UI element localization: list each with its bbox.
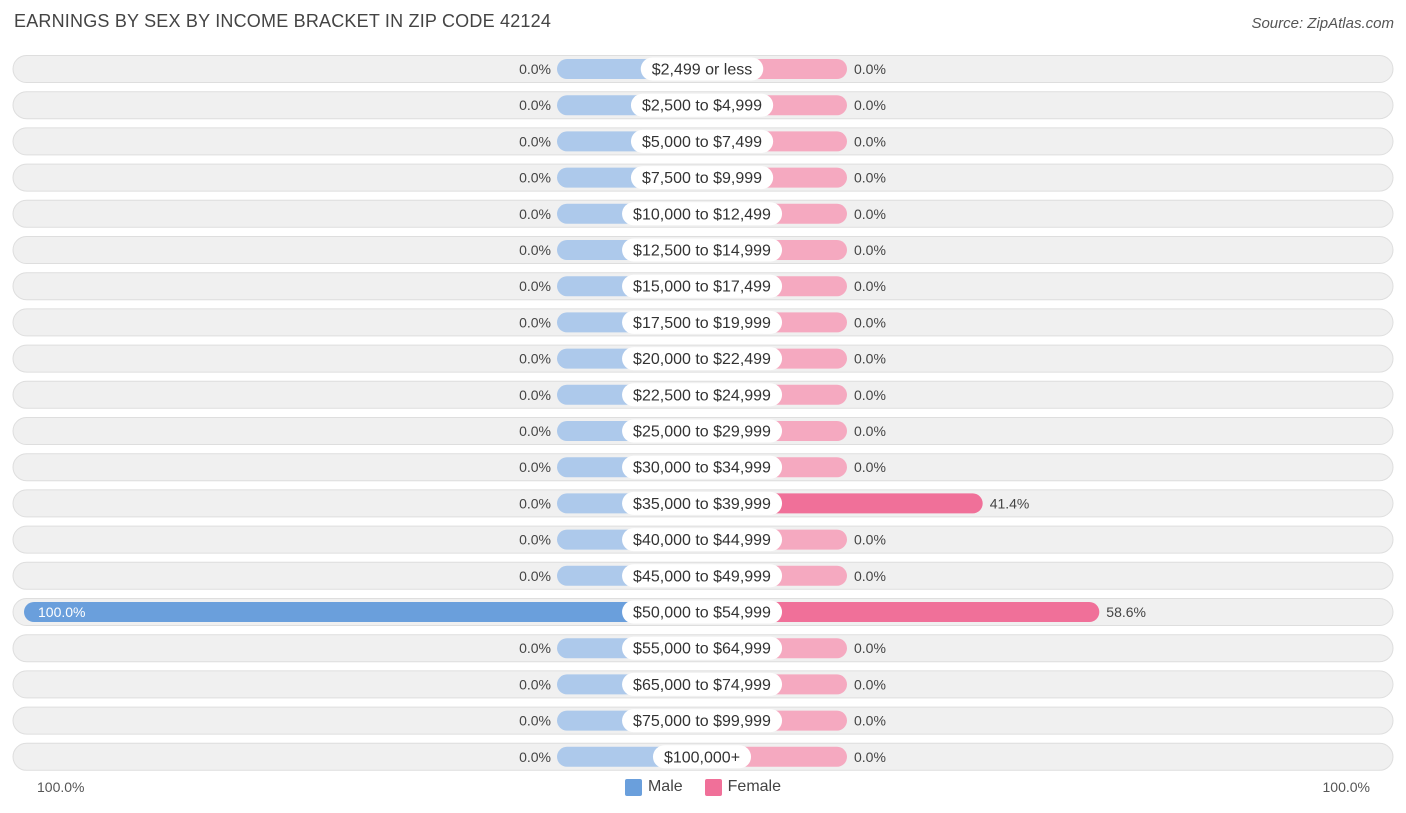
legend-swatch-male [624,778,642,796]
value-label-female: 58.6% [1106,604,1146,620]
value-label-female: 0.0% [854,568,886,584]
category-label-pill [622,274,783,298]
value-label-female: 0.0% [854,676,886,692]
value-label-female: 0.0% [854,351,886,367]
value-label-female: 0.0% [854,242,886,258]
category-label: $20,000 to $22,499 [633,351,771,368]
value-label-female: 0.0% [854,97,886,113]
category-label-pill [622,636,783,660]
category-label-pill [622,600,783,624]
value-label-male: 0.0% [519,713,551,729]
category-label-pill [640,57,764,81]
value-label-male: 0.0% [519,640,551,656]
category-label-pill [630,166,774,190]
value-label-male: 0.0% [519,61,551,77]
value-label-male: 0.0% [519,314,551,330]
legend-label-male: Male [647,778,683,795]
category-label-pill [622,672,783,696]
category-label: $17,500 to $19,999 [633,315,771,332]
bar-male [24,602,702,622]
category-label-pill [622,202,783,226]
category-label-pill [630,129,774,153]
category-label-pill [622,347,783,371]
category-label-pill [622,709,783,733]
value-label-female: 0.0% [854,133,886,149]
category-label: $50,000 to $54,999 [633,605,771,622]
legend-label-female: Female [727,778,782,795]
value-label-male: 0.0% [519,676,551,692]
value-label-female: 0.0% [854,713,886,729]
category-label: $12,500 to $14,999 [633,243,771,260]
category-label-pill [652,745,752,769]
chart-title: EARNINGS BY SEX BY INCOME BRACKET IN ZIP… [14,11,552,31]
value-label-male: 0.0% [519,568,551,584]
category-label: $2,500 to $4,999 [642,98,762,115]
legend-item-male: Male [624,778,683,796]
value-label-male: 0.0% [519,278,551,294]
value-label-male: 0.0% [519,133,551,149]
value-label-female: 0.0% [854,170,886,186]
legend-swatch-female [704,778,722,796]
value-label-male: 0.0% [519,170,551,186]
value-label-male: 0.0% [519,351,551,367]
category-label: $75,000 to $99,999 [633,713,771,730]
axis-left-label: 100.0% [37,779,85,795]
chart-source: Source: ZipAtlas.com [1251,15,1394,32]
category-label: $30,000 to $34,999 [633,460,771,477]
category-label: $10,000 to $12,499 [633,206,771,223]
category-label-pill [622,310,783,334]
category-label: $65,000 to $74,999 [633,677,771,694]
value-label-male: 0.0% [519,495,551,511]
value-label-female: 0.0% [854,749,886,765]
legend-item-female: Female [704,778,782,796]
category-label: $7,500 to $9,999 [642,170,762,187]
value-label-male: 0.0% [519,459,551,475]
value-label-female: 0.0% [854,640,886,656]
value-label-male: 0.0% [519,423,551,439]
value-label-female: 0.0% [854,387,886,403]
category-label: $100,000+ [664,749,740,766]
value-label-female: 0.0% [854,314,886,330]
value-label-male: 0.0% [519,532,551,548]
category-label-pill [622,383,783,407]
value-label-female: 41.4% [990,495,1030,511]
category-label: $5,000 to $7,499 [642,134,762,151]
category-label: $40,000 to $44,999 [633,532,771,549]
value-label-male: 100.0% [38,604,85,620]
value-label-male: 0.0% [519,206,551,222]
value-label-female: 0.0% [854,459,886,475]
category-label: $2,499 or less [652,62,753,79]
value-label-female: 0.0% [854,206,886,222]
value-label-male: 0.0% [519,749,551,765]
category-label-pill [622,238,783,262]
category-label-pill [622,419,783,443]
value-label-female: 0.0% [854,278,886,294]
category-label-pill [622,528,783,552]
category-label-pill [622,564,783,588]
value-label-male: 0.0% [519,97,551,113]
category-label-pill [622,491,783,515]
category-label: $35,000 to $39,999 [633,496,771,513]
category-label-pill [630,93,774,117]
category-label: $22,500 to $24,999 [633,387,771,404]
value-label-male: 0.0% [519,387,551,403]
category-label: $25,000 to $29,999 [633,424,771,441]
value-label-female: 0.0% [854,423,886,439]
category-label: $45,000 to $49,999 [633,568,771,585]
category-label-pill [622,455,783,479]
category-label: $15,000 to $17,499 [633,279,771,296]
value-label-male: 0.0% [519,242,551,258]
bar-female [702,602,1100,622]
axis-right-label: 100.0% [1322,779,1370,795]
value-label-female: 0.0% [854,532,886,548]
value-label-female: 0.0% [854,61,886,77]
legend: Male Female [0,778,1406,796]
category-label: $55,000 to $64,999 [633,641,771,658]
